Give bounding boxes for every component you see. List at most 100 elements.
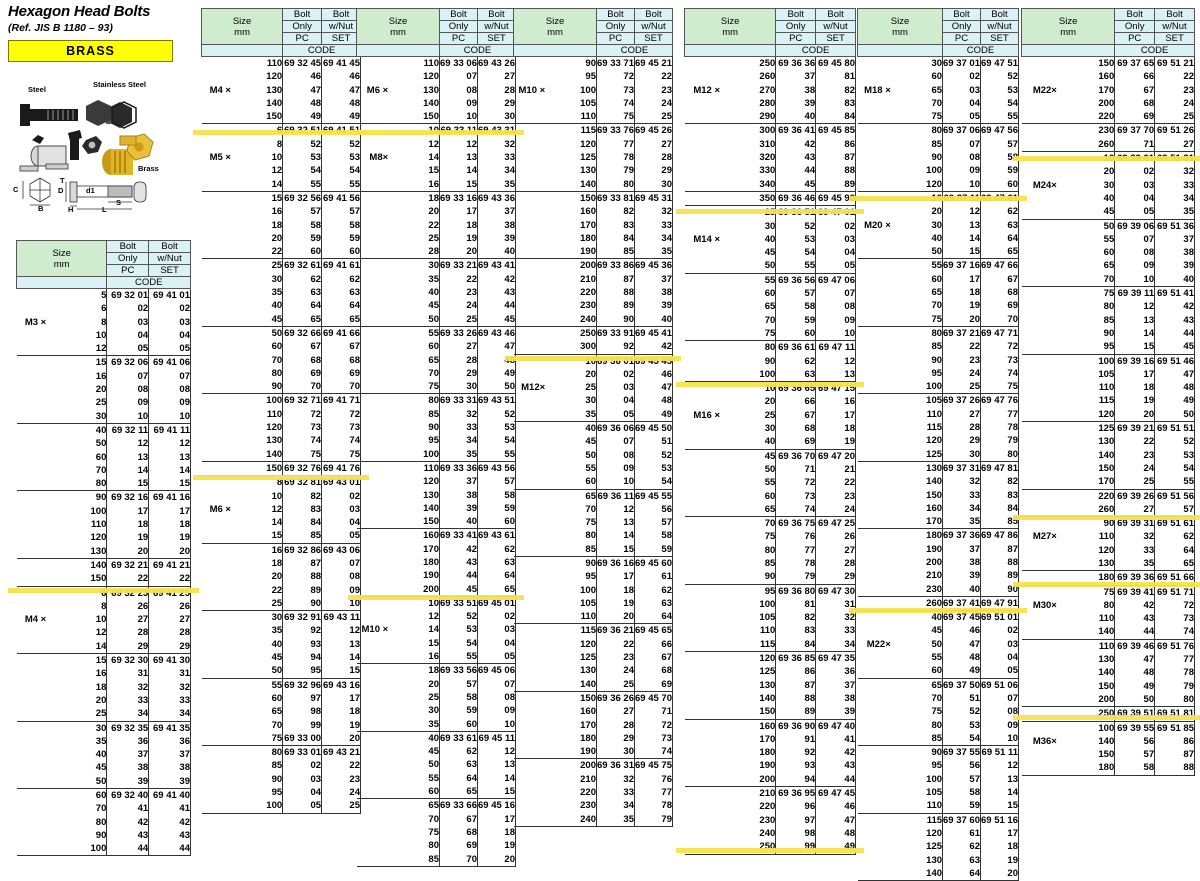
table-row: 14 29 29 xyxy=(16,639,191,655)
bolt-only-code-cell: 19 xyxy=(439,231,478,246)
length-mm-cell: 80 xyxy=(428,840,439,852)
thread-size-label xyxy=(857,528,891,543)
thread-size-label xyxy=(202,638,231,651)
bolt-only-code-cell: 42 xyxy=(775,137,816,152)
thread-size-label xyxy=(514,368,546,381)
table-row: 25 19 39 xyxy=(357,231,517,246)
header-pc: PC xyxy=(439,32,478,45)
bolt-wnut-code-cell: 32 xyxy=(633,205,674,219)
header-code-spacer xyxy=(15,276,108,289)
thread-size-label xyxy=(513,623,546,638)
thread-size-label xyxy=(201,460,231,477)
thread-size-label xyxy=(16,422,47,438)
bolt-only-code-cell: 59 xyxy=(942,799,981,814)
thread-size-label xyxy=(1021,625,1057,640)
table-header-row-3: PC SET xyxy=(1022,32,1195,45)
header-bolt-only-1: Bolt xyxy=(1114,8,1156,21)
length-mm-cell: 115 xyxy=(545,623,597,638)
thread-size-label xyxy=(16,490,47,505)
length-mm-cell: 200 xyxy=(926,556,943,568)
length-mm-cell: 35 xyxy=(388,717,440,732)
table-row: 95 04 24 xyxy=(202,786,361,800)
bolt-wnut-code-cell: 42 xyxy=(1154,300,1195,314)
thread-size-label xyxy=(684,637,720,653)
bolt-only-code-cell: 29 xyxy=(942,434,981,448)
length-mm-cell: 55 xyxy=(428,772,439,784)
bolt-wnut-code-cell: 07 xyxy=(980,691,1019,706)
length-mm-cell: 140 xyxy=(46,557,107,573)
table-row: M10 × 14 53 03 xyxy=(357,623,517,637)
bolt-wnut-code-cell: 69 43 61 xyxy=(476,528,517,543)
table-row: 180 29 73 xyxy=(514,731,674,746)
bolt-wnut-code-cell: 10 xyxy=(148,409,191,424)
header-size-label: Size xyxy=(1058,15,1078,27)
bolt-wnut-code-cell: 26 xyxy=(815,530,856,544)
length-mm-cell: 170 xyxy=(580,719,596,731)
thread-size-label: M12 × xyxy=(693,84,720,96)
thread-size-label xyxy=(685,624,721,637)
bolt-only-code-cell: 02 xyxy=(942,70,981,84)
table-row: 75 69 39 41 69 51 71 xyxy=(1021,584,1195,599)
thread-size-label xyxy=(1022,449,1057,462)
bolt-only-code-cell: 32 xyxy=(439,407,478,422)
table-row: 130 20 20 xyxy=(16,544,191,559)
thread-size-label xyxy=(685,746,721,759)
header-code-spacer xyxy=(683,44,777,57)
dim-label-d1: d1 xyxy=(86,186,95,195)
header-bolt-only-1: Bolt xyxy=(439,8,478,21)
bolt-wnut-code-cell: 78 xyxy=(980,421,1019,435)
bolt-only-code-cell: 69 36 36 xyxy=(775,56,816,71)
bolt-only-code-cell: 69 33 76 xyxy=(596,123,635,138)
length-mm-cell: 95 xyxy=(720,583,776,598)
length-mm-cell: 100 xyxy=(759,598,776,610)
bolt-only-code-cell: 69 39 55 xyxy=(1114,720,1155,735)
bolt-only-code-cell: 78 xyxy=(775,556,816,571)
bolt-only-code-cell: 83 xyxy=(775,624,816,638)
bolt-only-code-cell: 13 xyxy=(1114,313,1155,327)
thread-size-label xyxy=(684,651,720,666)
length-mm-cell: 120 xyxy=(580,638,596,650)
bolt-only-code-cell: 65 xyxy=(439,785,478,800)
table-row: 125 69 39 21 69 51 51 xyxy=(1021,421,1195,436)
table-row: 115 69 37 60 69 51 16 xyxy=(857,812,1019,827)
length-mm-cell: 130 xyxy=(423,489,439,501)
thread-size-label xyxy=(357,691,389,704)
bolt-wnut-code-cell: 69 43 46 xyxy=(476,325,517,341)
table-row: M30× 80 42 72 xyxy=(1022,598,1195,613)
bolt-wnut-code-cell: 77 xyxy=(633,786,674,800)
bolt-wnut-code-cell: 48 xyxy=(633,394,674,408)
bolt-only-code-cell: 52 xyxy=(775,219,816,233)
header-code: CODE xyxy=(106,276,191,289)
table-row: 70 51 07 xyxy=(858,691,1019,706)
table-row: 230 69 37 70 69 51 26 xyxy=(1021,123,1195,138)
length-mm-cell: 60 xyxy=(931,71,943,83)
length-mm-cell: 45 xyxy=(585,436,596,448)
length-mm-cell: 16 xyxy=(230,542,283,557)
length-mm-cell: 150 xyxy=(1098,749,1115,761)
table-row: 16 57 57 xyxy=(202,205,361,219)
thread-size-label xyxy=(513,245,546,260)
bolt-wnut-code-cell: 29 xyxy=(815,570,856,585)
thread-size-label xyxy=(202,434,231,447)
thread-size-label xyxy=(858,854,891,867)
length-mm-cell: 125 xyxy=(759,666,776,678)
length-mm-cell: 80 xyxy=(1103,599,1115,611)
thread-size-label xyxy=(357,543,389,556)
length-mm-cell: 85 xyxy=(271,760,283,772)
bolt-only-code-cell: 07 xyxy=(106,369,149,384)
header-size-unit: mm xyxy=(547,26,563,38)
bolt-only-code-cell: 12 xyxy=(439,137,478,152)
table-row: 70 10 40 xyxy=(1021,272,1195,288)
table-row: M8× 14 13 33 xyxy=(357,151,517,165)
table-row: 330 44 88 xyxy=(685,164,856,178)
bolt-only-code-cell: 46 xyxy=(282,70,322,84)
table-row: 900858 xyxy=(858,151,1019,165)
thread-size-label xyxy=(685,598,721,611)
thread-size-label xyxy=(513,555,546,571)
bolt-only-code-cell: 82 xyxy=(282,489,322,503)
thread-size-label xyxy=(685,246,721,259)
thread-size-label xyxy=(1021,638,1057,654)
length-mm-cell: 40 xyxy=(95,749,107,761)
bolt-wnut-code-cell: 19 xyxy=(148,531,191,545)
length-mm-cell: 105 xyxy=(890,393,943,408)
